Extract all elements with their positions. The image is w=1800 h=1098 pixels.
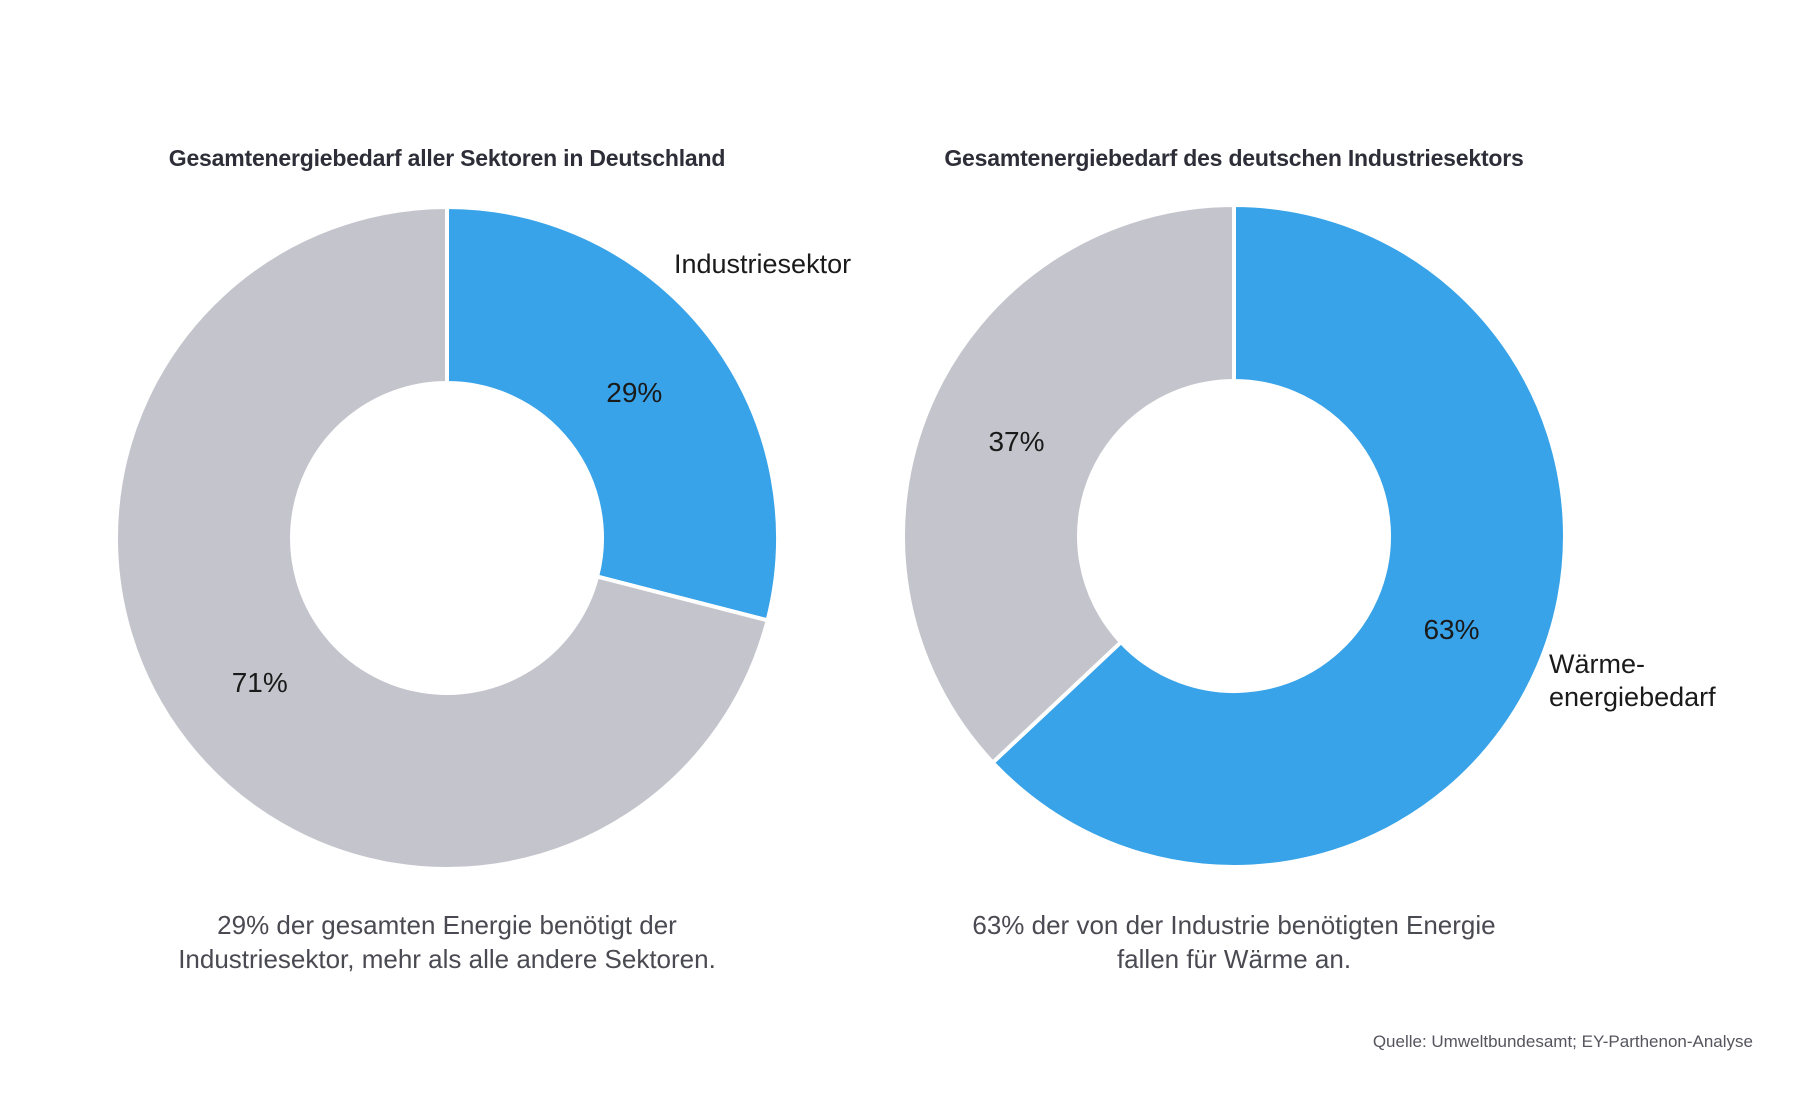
donut-segment-1 — [114, 205, 770, 871]
segment-value-label: 71% — [231, 667, 288, 699]
caption-line: 63% der von der Industrie benötigten Ene… — [972, 910, 1496, 940]
caption-line: fallen für Wärme an. — [1116, 944, 1352, 974]
caption-line: 29% der gesamten Energie benötigt der — [217, 910, 677, 940]
segment-value-label: 37% — [988, 425, 1045, 457]
segment-value-label: 63% — [1423, 614, 1480, 646]
donut-segment-0 — [990, 203, 1567, 869]
source-note: Quelle: Umweltbundesamt; EY-Parthenon-An… — [1372, 1032, 1753, 1051]
donut-segment-1 — [901, 203, 1236, 765]
segment-callout-waermeenergiebedarf: Wärme- energiebedarf — [1549, 649, 1716, 712]
donut-segment-0 — [445, 205, 780, 623]
segment-callout-industriesektor: Industriesektor — [674, 249, 852, 279]
chart-title-right: Gesamtenergiebedarf des deutschen Indust… — [944, 145, 1524, 172]
chart-caption-right: 63% der von der Industrie benötigten Ene… — [901, 908, 1567, 976]
donut-svg — [114, 205, 780, 871]
caption-line: Industriesektor, mehr als alle andere Se… — [178, 944, 716, 974]
segment-value-label: 29% — [606, 376, 663, 408]
donut-chart-all-sectors: 29% 71% — [114, 205, 780, 871]
donut-svg — [901, 203, 1567, 869]
chart-caption-left: 29% der gesamten Energie benötigt der In… — [114, 908, 780, 976]
donut-chart-industry-sector: 63% 37% — [901, 203, 1567, 869]
chart-title-left: Gesamtenergiebedarf aller Sektoren in De… — [168, 145, 726, 172]
